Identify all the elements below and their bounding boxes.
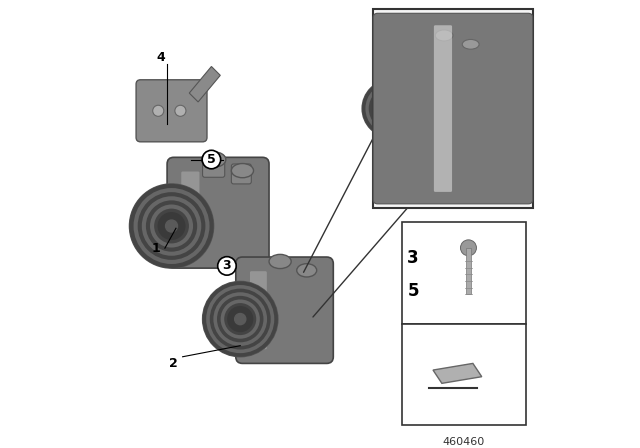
- Circle shape: [146, 200, 197, 252]
- Circle shape: [379, 96, 403, 121]
- Circle shape: [224, 303, 256, 335]
- FancyBboxPatch shape: [434, 25, 452, 192]
- Circle shape: [228, 307, 253, 332]
- FancyBboxPatch shape: [136, 80, 207, 142]
- Circle shape: [221, 299, 260, 339]
- Circle shape: [134, 188, 209, 264]
- Polygon shape: [433, 363, 482, 383]
- FancyBboxPatch shape: [250, 271, 267, 349]
- Ellipse shape: [153, 105, 164, 116]
- Circle shape: [382, 100, 400, 117]
- Circle shape: [362, 80, 420, 138]
- Circle shape: [362, 80, 420, 138]
- Text: 460460: 460460: [443, 436, 485, 447]
- Circle shape: [228, 307, 253, 332]
- Text: 5: 5: [207, 153, 216, 166]
- Circle shape: [138, 192, 205, 260]
- Circle shape: [210, 289, 271, 349]
- Circle shape: [154, 209, 189, 243]
- Circle shape: [158, 213, 185, 239]
- Ellipse shape: [202, 152, 226, 167]
- FancyBboxPatch shape: [232, 164, 252, 184]
- FancyBboxPatch shape: [202, 155, 225, 177]
- Circle shape: [142, 196, 202, 256]
- Circle shape: [129, 184, 214, 268]
- Circle shape: [372, 90, 410, 127]
- Circle shape: [206, 285, 275, 353]
- Bar: [402, 323, 526, 426]
- Circle shape: [213, 292, 267, 346]
- Circle shape: [382, 100, 400, 117]
- Circle shape: [365, 83, 417, 134]
- Ellipse shape: [232, 164, 253, 178]
- Ellipse shape: [175, 105, 186, 116]
- Circle shape: [202, 281, 278, 357]
- Bar: [402, 222, 526, 323]
- Circle shape: [129, 184, 214, 268]
- Circle shape: [369, 86, 413, 131]
- Text: 4: 4: [156, 51, 165, 64]
- Circle shape: [235, 314, 246, 325]
- Circle shape: [166, 220, 177, 232]
- Ellipse shape: [297, 264, 317, 277]
- Circle shape: [217, 296, 264, 342]
- Circle shape: [461, 240, 476, 256]
- Circle shape: [158, 213, 185, 239]
- Bar: [373, 9, 532, 208]
- Text: 1: 1: [152, 241, 161, 254]
- Text: 5: 5: [407, 282, 419, 300]
- FancyBboxPatch shape: [373, 13, 532, 204]
- FancyBboxPatch shape: [181, 172, 200, 254]
- Circle shape: [376, 93, 406, 124]
- Ellipse shape: [269, 254, 291, 268]
- Text: 3: 3: [407, 249, 419, 267]
- Text: 3: 3: [223, 259, 231, 272]
- Circle shape: [150, 204, 193, 248]
- FancyBboxPatch shape: [236, 257, 333, 363]
- Text: 2: 2: [170, 357, 178, 370]
- Polygon shape: [189, 66, 220, 102]
- Ellipse shape: [462, 39, 479, 49]
- Ellipse shape: [435, 30, 453, 41]
- Bar: [467, 248, 470, 294]
- Circle shape: [387, 104, 395, 112]
- Circle shape: [202, 281, 278, 357]
- FancyBboxPatch shape: [167, 157, 269, 268]
